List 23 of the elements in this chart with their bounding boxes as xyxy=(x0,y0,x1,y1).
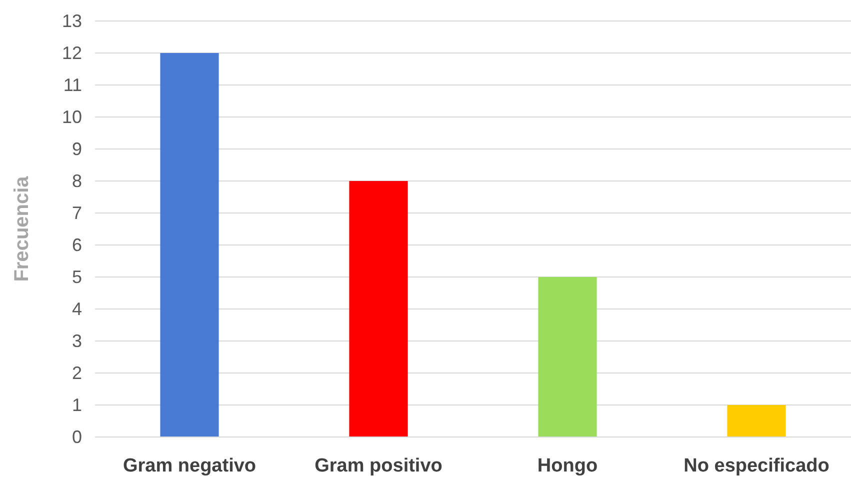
bar xyxy=(160,53,219,437)
bar xyxy=(727,405,786,437)
y-tick-label: 4 xyxy=(72,298,82,319)
bar xyxy=(349,181,408,437)
y-tick-label: 11 xyxy=(63,74,82,95)
y-tick-label: 8 xyxy=(72,170,82,191)
x-tick-label: No especificado xyxy=(684,455,830,476)
y-tick-label: 2 xyxy=(72,362,82,383)
y-tick-label: 0 xyxy=(72,426,82,447)
y-tick-label: 1 xyxy=(72,394,82,415)
y-tick-label: 3 xyxy=(72,330,82,351)
y-tick-label: 6 xyxy=(72,234,82,255)
bar xyxy=(538,277,597,437)
x-tick-label: Gram positivo xyxy=(314,455,442,476)
y-tick-label: 5 xyxy=(72,266,82,287)
x-tick-label: Hongo xyxy=(537,455,598,476)
y-tick-label: 9 xyxy=(72,138,82,159)
y-tick-label: 10 xyxy=(62,106,82,127)
y-tick-label: 7 xyxy=(72,202,82,223)
y-tick-label: 13 xyxy=(62,10,82,31)
x-tick-label: Gram negativo xyxy=(122,455,256,476)
y-axis-title: Frecuencia xyxy=(11,175,33,282)
y-tick-label: 12 xyxy=(62,42,82,63)
